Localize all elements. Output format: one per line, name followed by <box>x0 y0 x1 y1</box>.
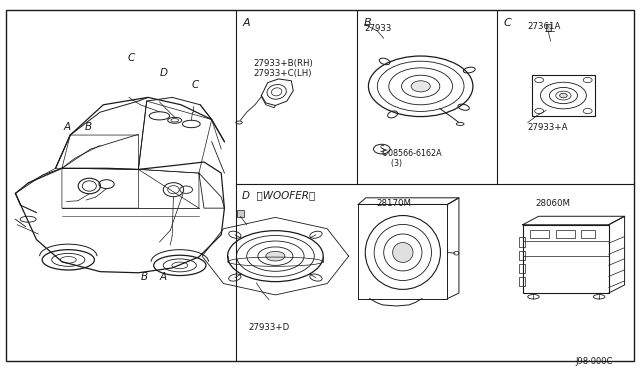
Circle shape <box>411 81 430 92</box>
Text: B: B <box>84 122 92 132</box>
Text: J98·000C: J98·000C <box>575 357 612 366</box>
Bar <box>532 75 595 116</box>
Text: 27933+B(RH)
27933+C(LH): 27933+B(RH) 27933+C(LH) <box>253 59 313 78</box>
Text: 28170M: 28170M <box>376 199 411 208</box>
Text: D: D <box>159 68 168 78</box>
Bar <box>546 24 551 31</box>
Text: C: C <box>504 18 511 28</box>
Text: 27933: 27933 <box>365 23 392 32</box>
Text: A: A <box>159 272 166 282</box>
Text: C: C <box>191 80 198 90</box>
Text: 27933+A: 27933+A <box>527 123 568 132</box>
Bar <box>519 237 525 247</box>
Text: 28060M: 28060M <box>536 199 570 208</box>
Text: C: C <box>127 53 135 63</box>
Text: A: A <box>243 18 250 28</box>
Text: D  〈WOOFER〉: D 〈WOOFER〉 <box>243 190 316 200</box>
Circle shape <box>559 93 567 98</box>
Text: 27361A: 27361A <box>527 22 561 31</box>
Bar <box>531 230 549 238</box>
Text: S: S <box>380 145 384 154</box>
Bar <box>556 230 575 238</box>
Bar <box>237 210 244 217</box>
Text: 27933+D: 27933+D <box>248 323 290 332</box>
Bar <box>519 251 525 260</box>
Bar <box>519 264 525 273</box>
Text: B: B <box>364 18 371 28</box>
Text: ©08566-6162A
    (3): ©08566-6162A (3) <box>381 149 442 169</box>
Bar <box>523 225 609 293</box>
Bar <box>519 277 525 286</box>
Ellipse shape <box>393 243 413 262</box>
Text: B: B <box>140 272 147 282</box>
Ellipse shape <box>266 251 285 261</box>
Text: A: A <box>64 122 71 132</box>
Bar <box>581 230 595 238</box>
